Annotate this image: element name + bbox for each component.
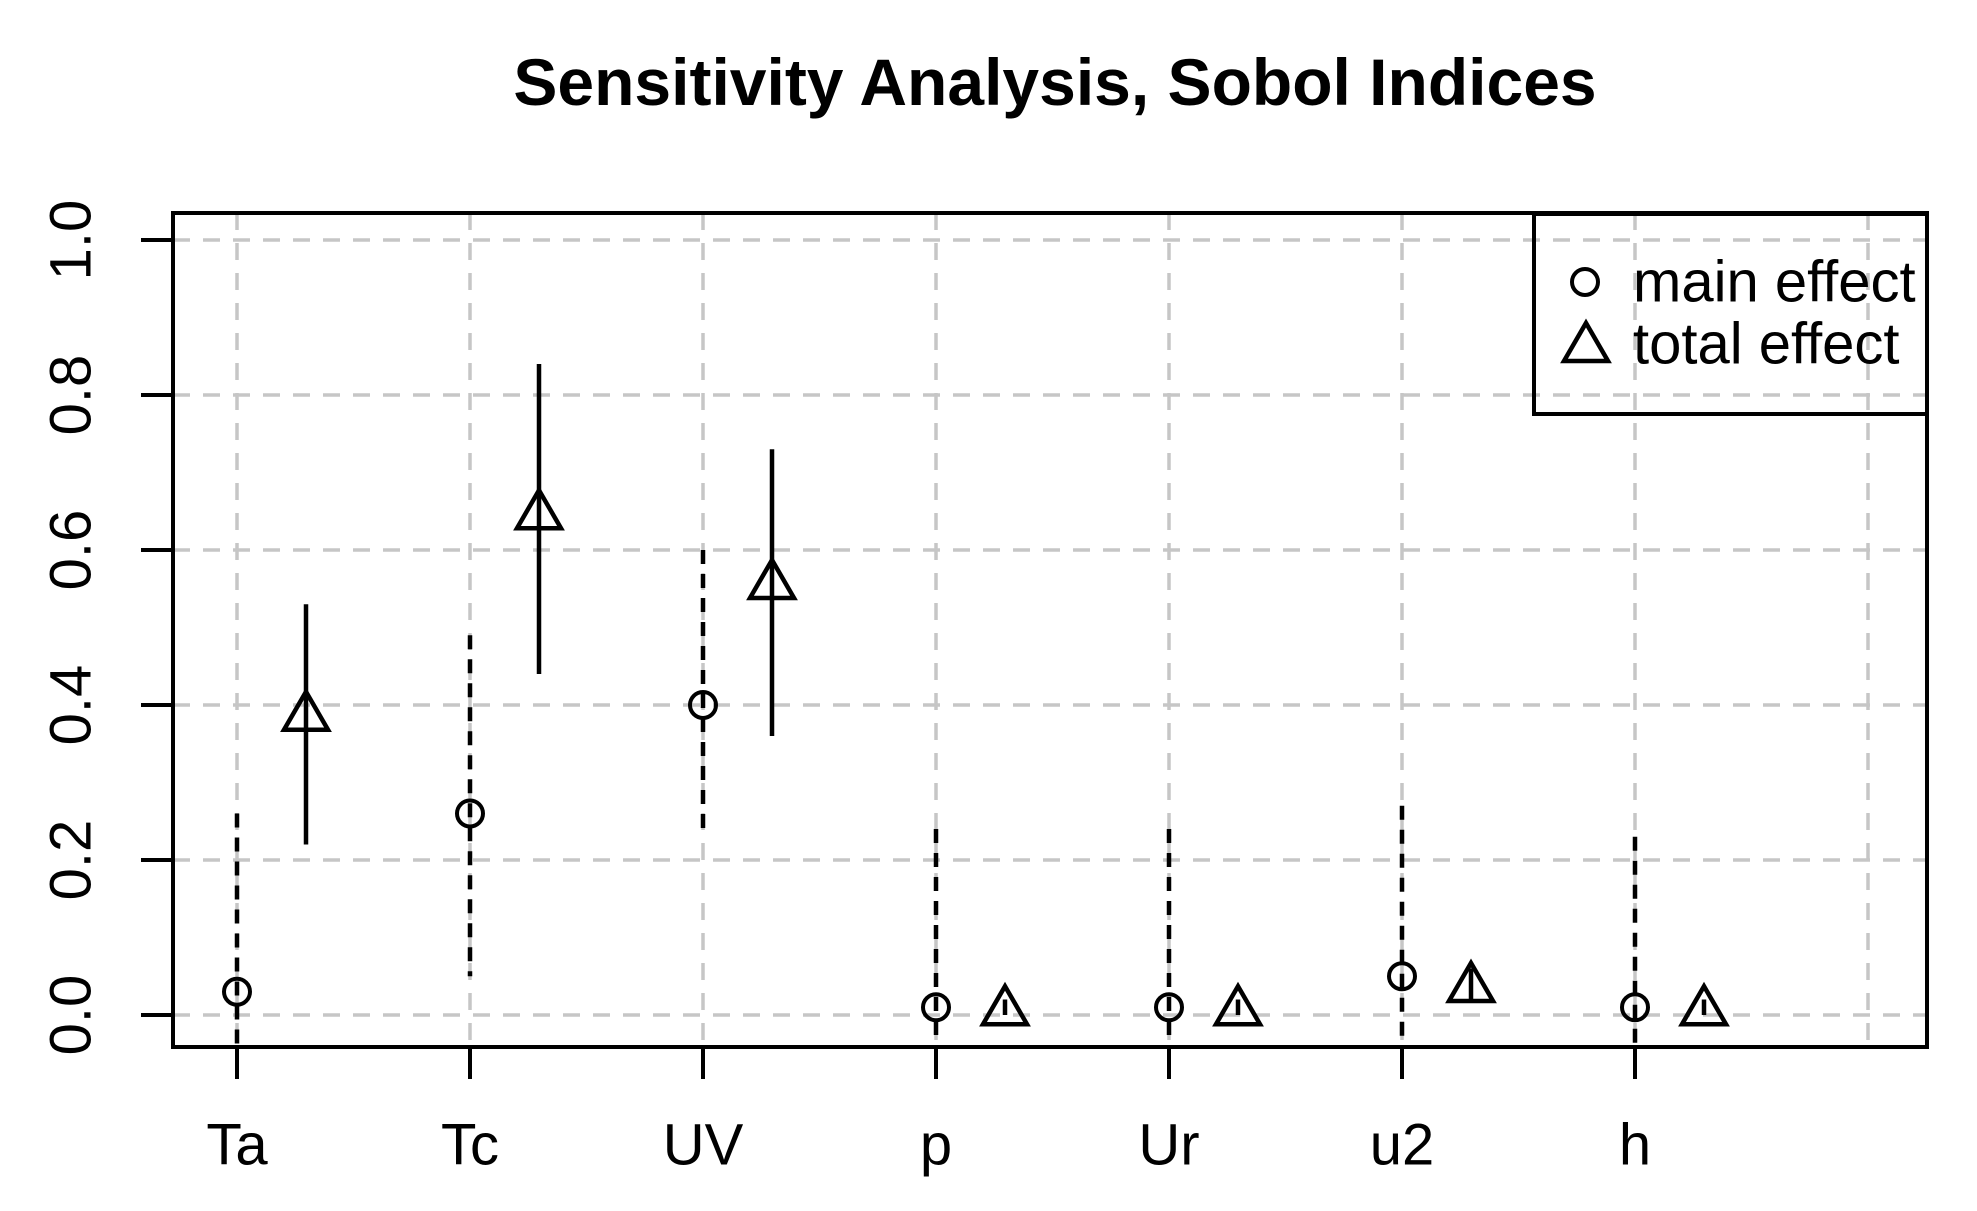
total-effect-point bbox=[1212, 981, 1264, 1027]
y-axis-labels: 0.0 0.2 0.4 0.6 0.8 1.0 bbox=[39, 200, 104, 1056]
x-tick-label: h bbox=[1619, 1113, 1651, 1178]
y-tick-label: 0.6 bbox=[39, 510, 104, 591]
main-effect-point bbox=[921, 992, 951, 1023]
total-effect-point bbox=[746, 555, 798, 601]
x-tick-label: p bbox=[920, 1113, 952, 1178]
legend-main-effect-marker-icon bbox=[1570, 267, 1600, 297]
main-effect-point bbox=[688, 690, 718, 720]
main-effect-point bbox=[1387, 961, 1417, 992]
chart-title: Sensitivity Analysis, Sobol Indices bbox=[513, 45, 1596, 119]
total-effect-point bbox=[1445, 958, 1497, 1004]
y-tick-label: 0.8 bbox=[39, 355, 104, 436]
legend-box bbox=[1532, 212, 1929, 416]
main-effect-point bbox=[1620, 992, 1650, 1023]
y-tick-label: 0.2 bbox=[39, 820, 104, 901]
plot-border bbox=[171, 211, 1929, 1049]
x-tick-label: Tc bbox=[441, 1113, 499, 1178]
total-effect-point bbox=[1678, 981, 1730, 1027]
y-tick-label: 0.4 bbox=[39, 665, 104, 746]
legend: main effect total effect bbox=[1532, 212, 1929, 416]
main-effect-point bbox=[222, 976, 252, 1007]
total-effect-point bbox=[979, 981, 1031, 1027]
plot-render-layer bbox=[141, 213, 1927, 1079]
legend-total-effect-label: total effect bbox=[1633, 312, 1900, 377]
legend-main-effect-label: main effect bbox=[1633, 250, 1916, 315]
total-effect-point bbox=[513, 485, 565, 531]
x-axis-labels: Ta Tc UV p Ur u2 h bbox=[206, 1113, 1651, 1178]
legend-total-effect-marker-icon bbox=[1560, 318, 1612, 364]
x-tick-label: Ta bbox=[206, 1113, 268, 1178]
main-effect-point bbox=[1154, 992, 1184, 1023]
total-effect-point bbox=[280, 687, 332, 732]
main-effect-point bbox=[455, 798, 485, 829]
x-tick-label: Ur bbox=[1138, 1113, 1199, 1178]
y-tick-label: 0.0 bbox=[39, 975, 104, 1056]
x-tick-label: u2 bbox=[1370, 1113, 1435, 1178]
y-tick-label: 1.0 bbox=[39, 200, 104, 281]
x-tick-label: UV bbox=[663, 1113, 744, 1178]
